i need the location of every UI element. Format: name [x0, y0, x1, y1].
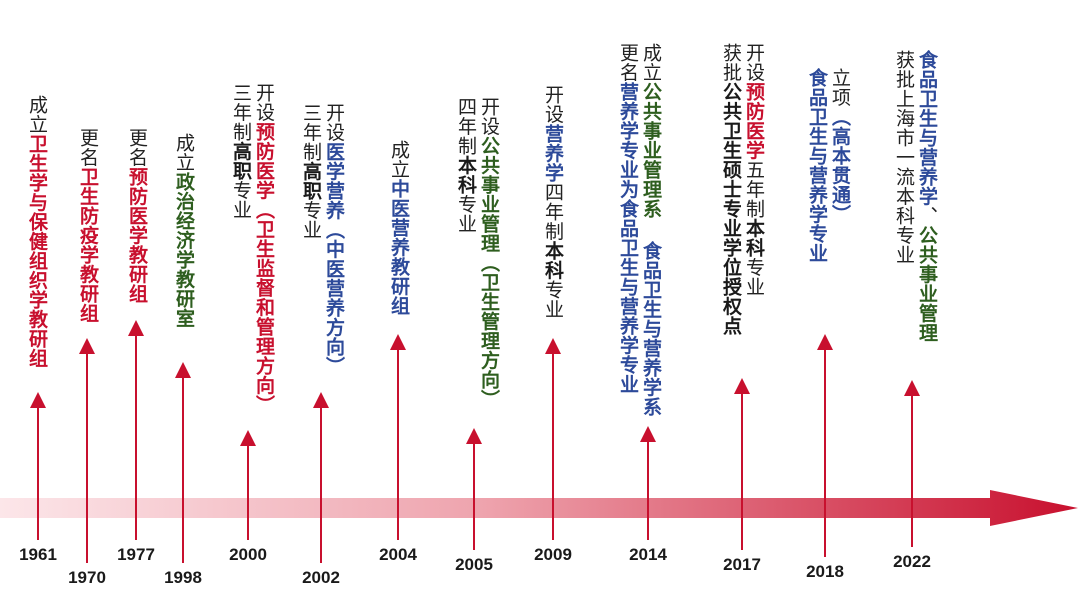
event-text: 政治经济学教研室 — [173, 172, 195, 328]
event-text: 三年制 — [300, 103, 322, 162]
year-label-2014: 2014 — [629, 545, 667, 564]
event-text: 专业 — [230, 180, 252, 220]
event-text: 高职 — [300, 161, 322, 201]
event-2005: 四年制本科专业 开设公共事业管理（卫生管理方向） — [455, 97, 501, 409]
event-text: 食品卫生与营养学系 — [640, 218, 662, 417]
event-text: 四年制 — [455, 97, 477, 156]
year-label-2005: 2005 — [455, 555, 493, 574]
event-line: 三年制高职专业 — [230, 83, 252, 220]
event-text: 三年制 — [230, 83, 252, 142]
event-text: 高职 — [230, 141, 252, 181]
event-verb: 开设 — [542, 85, 564, 124]
event-text: 卫生防疫学教研组 — [77, 167, 99, 323]
event-line: 开设医学营养（中医营养方向） — [323, 103, 345, 376]
year-label-1961: 1961 — [19, 545, 57, 564]
event-line: 成立卫生学与保健组织学教研组 — [26, 95, 48, 368]
event-line: 四年制本科专业 — [455, 97, 477, 234]
event-text: 专业 — [300, 200, 322, 240]
event-text: 公共事业管理（卫生管理方向） — [478, 136, 500, 409]
event-verb: 获批 — [720, 43, 742, 82]
event-line: 成立政治经济学教研室 — [173, 133, 195, 328]
event-text: 公共事业管理系 — [640, 82, 662, 219]
year-label-1970: 1970 — [68, 568, 106, 587]
year-label-2002: 2002 — [302, 568, 340, 587]
event-text: 食品卫生与营养学 — [916, 50, 938, 206]
event-text: 预防医学 — [743, 82, 765, 160]
year-label-2000: 2000 — [229, 545, 267, 564]
event-text: 上海市一流本科专业 — [893, 89, 915, 265]
event-verb: 更名 — [77, 128, 99, 167]
event-1961: 成立卫生学与保健组织学教研组 — [26, 95, 49, 368]
event-verb: 立项 — [829, 68, 851, 107]
event-text: （高本贯通） — [829, 107, 851, 224]
event-2017: 获批公共卫生硕士专业学位授权点 开设预防医学五年制本科专业 — [720, 43, 766, 336]
event-text: 、 — [916, 206, 938, 226]
event-verb: 成立 — [640, 43, 662, 82]
year-label-2018: 2018 — [806, 562, 844, 581]
event-line: 食品卫生与营养学专业 — [806, 68, 828, 263]
event-1977: 更名预防医学教研组 — [126, 128, 149, 304]
event-verb: 开设 — [478, 97, 500, 136]
event-2022: 获批上海市一流本科专业 食品卫生与营养学、公共事业管理 — [893, 50, 939, 343]
event-verb: 成立 — [26, 95, 48, 134]
event-text: 专业 — [455, 194, 477, 234]
event-line: 三年制高职专业 — [300, 103, 322, 240]
event-text: 公共事业管理 — [916, 225, 938, 343]
event-line: 更名卫生防疫学教研组 — [77, 128, 99, 323]
event-text: 食品卫生与营养学专业 — [806, 68, 828, 263]
event-2002: 三年制高职专业 开设医学营养（中医营养方向） — [300, 103, 346, 376]
event-text: 五年制 — [743, 160, 765, 219]
event-line: 获批公共卫生硕士专业学位授权点 — [720, 43, 742, 336]
event-2000: 三年制高职专业 开设预防医学（卫生监督和管理方向） — [230, 83, 276, 415]
event-text: 营养学 — [542, 124, 564, 183]
year-label-2009: 2009 — [534, 545, 572, 564]
event-text: 四年制 — [542, 182, 564, 242]
event-text: 本科 — [542, 241, 564, 280]
event-text: 医学营养（中医营养方向） — [323, 142, 345, 376]
year-label-1998: 1998 — [164, 568, 202, 587]
event-line: 开设预防医学（卫生监督和管理方向） — [253, 83, 275, 415]
event-text: 营养学专业为食品卫生与营养学专业 — [617, 82, 639, 394]
event-2004: 成立中医营养教研组 — [388, 140, 411, 316]
event-verb: 更名 — [617, 43, 639, 82]
event-text: 本科 — [455, 155, 477, 195]
event-2018: 食品卫生与营养学专业 立项（高本贯通） — [806, 68, 852, 263]
event-line: 更名营养学专业为食品卫生与营养学专业 — [617, 43, 639, 394]
event-verb: 成立 — [173, 133, 195, 172]
event-verb: 开设 — [253, 83, 275, 122]
event-text: 预防医学教研组 — [126, 167, 148, 304]
event-text: 专业 — [743, 257, 765, 297]
event-text: 卫生学与保健组织学教研组 — [26, 134, 48, 368]
event-verb: 开设 — [323, 103, 345, 142]
year-label-2017: 2017 — [723, 555, 761, 574]
timeline-arrow — [0, 490, 1078, 526]
event-2009: 开设营养学四年制本科专业 — [542, 85, 565, 319]
event-text: 专业 — [542, 280, 564, 319]
event-2014: 更名营养学专业为食品卫生与营养学专业 成立公共事业管理系 食品卫生与营养学系 — [617, 43, 663, 417]
year-label-1977: 1977 — [117, 545, 155, 564]
year-label-2022: 2022 — [893, 552, 931, 571]
event-line: 获批上海市一流本科专业 — [893, 50, 915, 265]
event-line: 更名预防医学教研组 — [126, 128, 148, 304]
event-text: 中医营养教研组 — [388, 179, 410, 316]
event-1998: 成立政治经济学教研室 — [173, 133, 196, 328]
event-line: 食品卫生与营养学、公共事业管理 — [916, 50, 938, 343]
event-line: 立项（高本贯通） — [829, 68, 851, 224]
event-verb: 更名 — [126, 128, 148, 167]
event-text: 公共卫生硕士专业学位授权点 — [720, 82, 742, 336]
event-text: 本科 — [743, 218, 765, 258]
event-verb: 开设 — [743, 43, 765, 82]
year-label-2004: 2004 — [379, 545, 417, 564]
event-line: 开设公共事业管理（卫生管理方向） — [478, 97, 500, 409]
event-line: 开设预防医学五年制本科专业 — [743, 43, 765, 297]
event-line: 成立中医营养教研组 — [388, 140, 410, 316]
event-verb: 成立 — [388, 140, 410, 179]
event-verb: 获批 — [893, 50, 915, 89]
event-1970: 更名卫生防疫学教研组 — [77, 128, 100, 323]
event-line: 开设营养学四年制本科专业 — [542, 85, 564, 319]
event-line: 成立公共事业管理系 食品卫生与营养学系 — [640, 43, 662, 417]
event-text: 预防医学（卫生监督和管理方向） — [253, 122, 275, 415]
